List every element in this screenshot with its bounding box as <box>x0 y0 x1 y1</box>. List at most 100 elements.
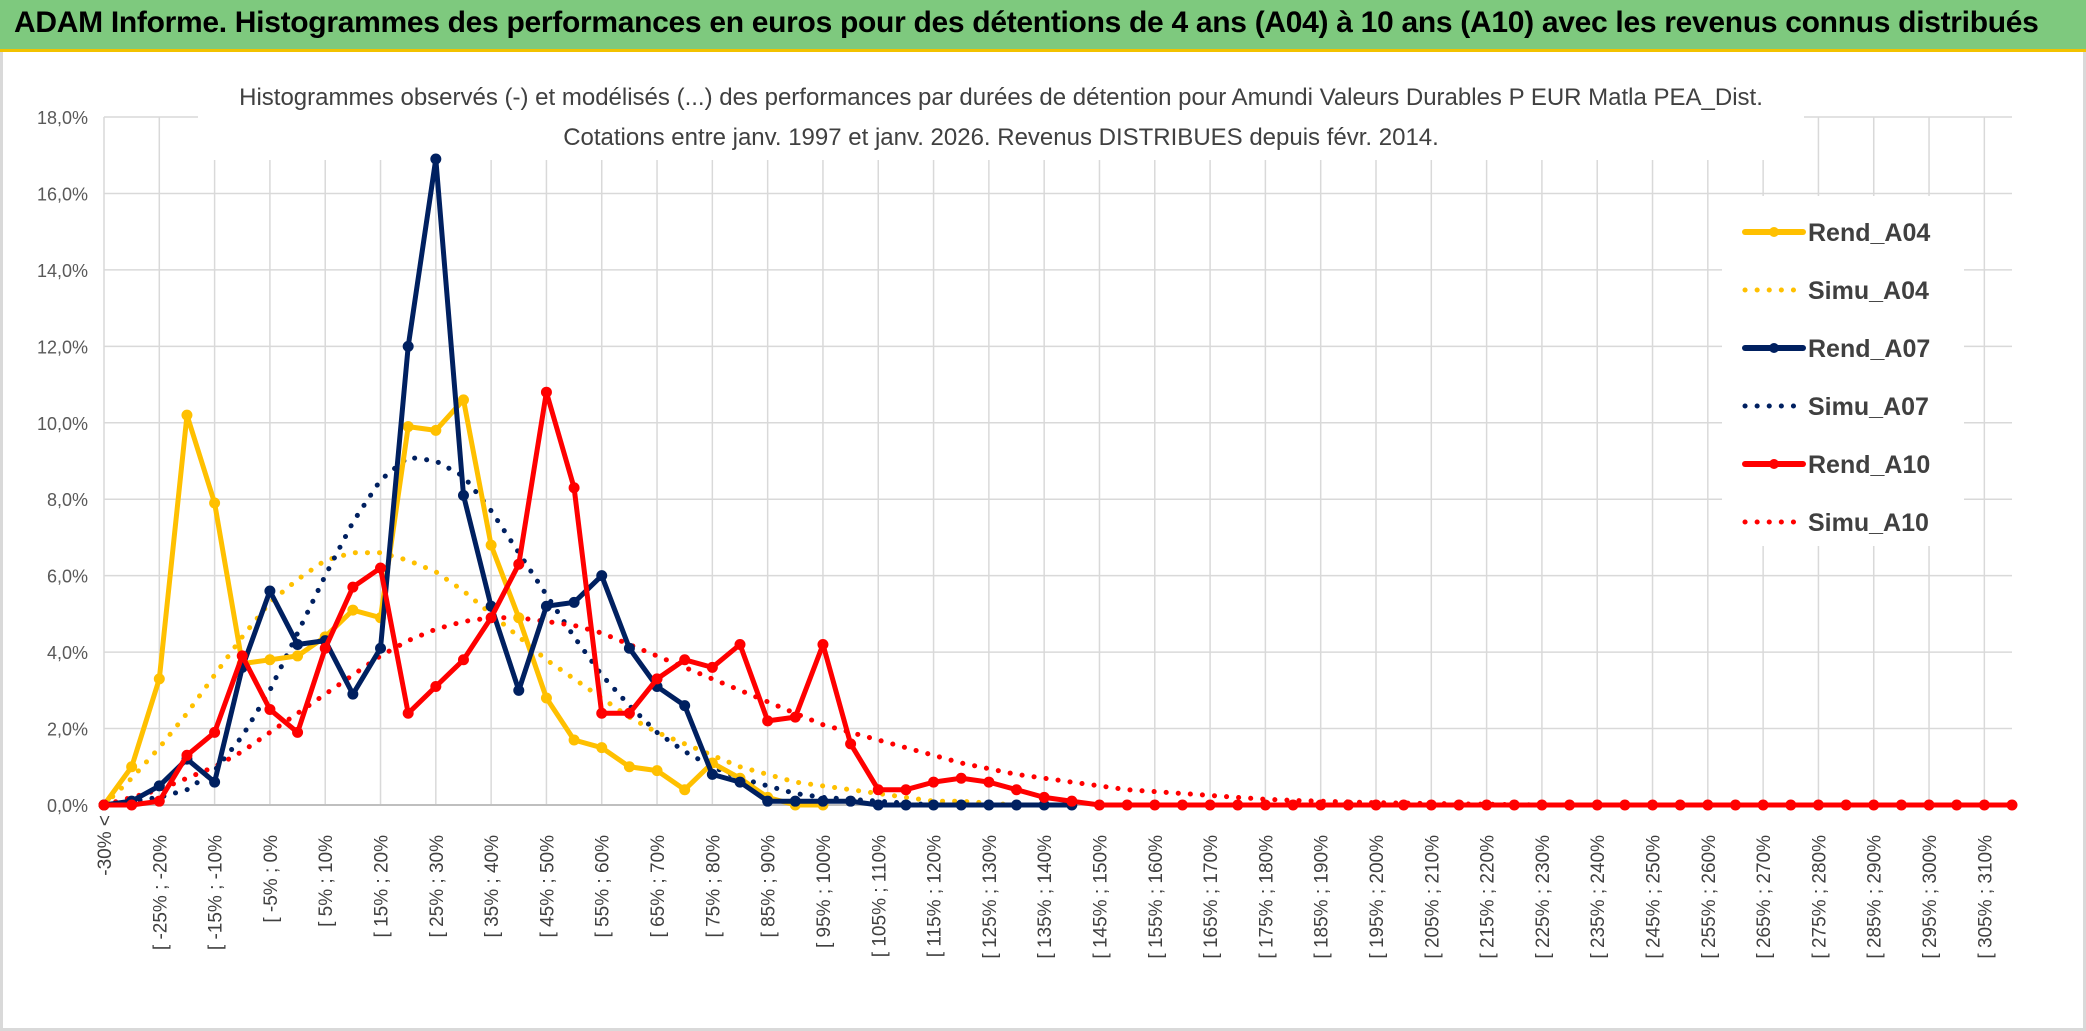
data-point-rend_a10 <box>98 799 110 811</box>
x-tick-label: [ 85% ; 90% <box>759 835 780 938</box>
data-point-rend_a10 <box>734 638 746 650</box>
x-tick-label: [ 275% ; 280% <box>1809 835 1830 959</box>
x-tick-label: [ 155% ; 160% <box>1146 835 1167 959</box>
x-tick-label: [ 5% ; 10% <box>316 835 337 927</box>
data-point-rend_a10 <box>181 749 193 761</box>
data-point-rend_a10 <box>430 681 442 693</box>
data-point-rend_a04 <box>651 765 663 777</box>
data-point-rend_a10 <box>264 703 276 715</box>
data-point-rend_a07 <box>1011 799 1023 811</box>
legend: Rend_A04 Simu_A04 Rend_A07 Simu_A07 Rend_A10… <box>1722 196 1964 546</box>
x-tick-label: [ 175% ; 180% <box>1256 835 1277 959</box>
x-tick-label: [ 185% ; 190% <box>1312 835 1333 959</box>
data-point-rend_a10 <box>1868 799 1880 811</box>
data-point-rend_a10 <box>236 650 248 662</box>
data-point-rend_a10 <box>1702 799 1714 811</box>
data-point-rend_a04 <box>568 734 580 746</box>
data-point-rend_a10 <box>1453 799 1465 811</box>
legend-label: Rend_A07 <box>1808 335 1930 363</box>
data-point-rend_a07 <box>762 795 774 807</box>
x-tick-label: [ 225% ; 230% <box>1533 835 1554 959</box>
data-point-rend_a10 <box>872 784 884 796</box>
data-point-rend_a10 <box>1785 799 1797 811</box>
chart-subtitle: Cotations entre janv. 1997 et janv. 2026… <box>563 124 1439 151</box>
data-point-rend_a10 <box>1121 799 1133 811</box>
series-line-rend_a07 <box>101 156 1075 808</box>
data-point-rend_a04 <box>485 539 497 551</box>
data-point-rend_a04 <box>430 424 442 436</box>
legend-marker <box>1769 227 1779 237</box>
x-tick-label: [ 245% ; 250% <box>1644 835 1665 959</box>
data-point-rend_a10 <box>319 642 331 654</box>
data-point-rend_a07 <box>430 153 442 165</box>
legend-marker <box>1769 343 1779 353</box>
data-point-rend_a07 <box>513 684 525 696</box>
y-tick-label: 8,0% <box>47 490 88 510</box>
data-point-rend_a07 <box>734 776 746 788</box>
x-tick-label: [ 45% ; 50% <box>537 835 558 938</box>
chart-title-area: Histogrammes observés (-) et modélisés (… <box>198 76 1804 160</box>
data-point-rend_a10 <box>126 799 138 811</box>
data-point-rend_a10 <box>1370 799 1382 811</box>
data-point-rend_a10 <box>623 707 635 719</box>
data-point-rend_a10 <box>1647 799 1659 811</box>
data-point-rend_a10 <box>402 707 414 719</box>
data-point-rend_a04 <box>264 654 276 666</box>
data-point-rend_a07 <box>457 489 469 501</box>
data-point-rend_a07 <box>706 768 718 780</box>
x-tick-label: [ 285% ; 290% <box>1865 835 1886 959</box>
data-point-rend_a10 <box>762 715 774 727</box>
x-tick-label: [ 305% ; 310% <box>1975 835 1996 959</box>
data-point-rend_a10 <box>209 726 221 738</box>
x-tick-label: [ 135% ; 140% <box>1035 835 1056 959</box>
y-tick-label: 12,0% <box>37 337 88 357</box>
data-point-rend_a10 <box>1259 799 1271 811</box>
data-point-rend_a10 <box>568 482 580 494</box>
data-point-rend_a10 <box>651 673 663 685</box>
y-tick-label: 6,0% <box>47 567 88 587</box>
data-point-rend_a07 <box>900 799 912 811</box>
series-line-rend_a04 <box>101 397 826 808</box>
data-point-rend_a10 <box>153 795 165 807</box>
data-point-rend_a10 <box>1978 799 1990 811</box>
data-point-rend_a07 <box>292 638 304 650</box>
data-point-rend_a10 <box>900 784 912 796</box>
data-point-rend_a07 <box>568 596 580 608</box>
data-point-rend_a04 <box>457 394 469 406</box>
data-point-rend_a10 <box>1038 791 1050 803</box>
data-point-rend_a10 <box>292 726 304 738</box>
data-point-rend_a07 <box>845 795 857 807</box>
y-tick-label: 4,0% <box>47 643 88 663</box>
data-point-rend_a04 <box>153 673 165 685</box>
data-point-rend_a04 <box>540 692 552 704</box>
data-point-rend_a10 <box>1729 799 1741 811</box>
data-point-rend_a10 <box>513 558 525 570</box>
data-point-rend_a10 <box>1895 799 1907 811</box>
data-point-rend_a10 <box>706 661 718 673</box>
data-point-rend_a04 <box>181 409 193 421</box>
data-point-rend_a10 <box>1066 795 1078 807</box>
series-line-rend_a10 <box>101 389 2015 808</box>
x-tick-label: [ 65% ; 70% <box>648 835 669 938</box>
x-tick-label: [ 235% ; 240% <box>1588 835 1609 959</box>
data-point-rend_a10 <box>955 772 967 784</box>
x-tick-label: [ -5% ; 0% <box>261 835 282 923</box>
data-point-rend_a10 <box>485 612 497 624</box>
data-point-rend_a04 <box>623 761 635 773</box>
y-tick-label: 2,0% <box>47 720 88 740</box>
data-point-rend_a10 <box>1398 799 1410 811</box>
data-point-rend_a07 <box>928 799 940 811</box>
series <box>98 153 2018 811</box>
x-tick-label: -30% < <box>95 815 116 876</box>
data-point-rend_a07 <box>402 340 414 352</box>
data-point-rend_a10 <box>928 776 940 788</box>
x-tick-label: [ 195% ; 200% <box>1367 835 1388 959</box>
data-point-rend_a10 <box>845 738 857 750</box>
data-point-rend_a10 <box>540 386 552 398</box>
data-point-rend_a07 <box>983 799 995 811</box>
data-point-rend_a10 <box>1508 799 1520 811</box>
title-background <box>198 76 1804 160</box>
data-point-rend_a07 <box>817 795 829 807</box>
data-point-rend_a10 <box>375 562 387 574</box>
